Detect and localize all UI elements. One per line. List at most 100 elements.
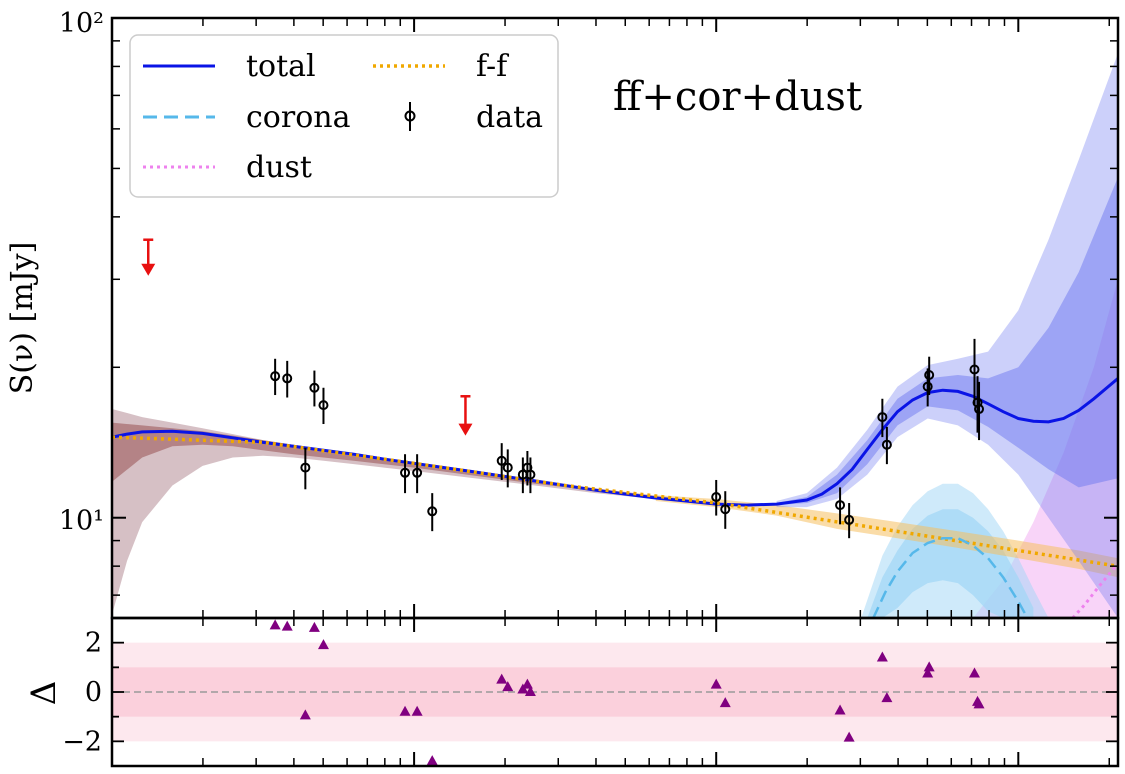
residual-marker	[922, 667, 934, 678]
low-frequency-band-outer	[112, 409, 717, 615]
data-point-marker	[400, 467, 411, 478]
legend-label-ff: f-f	[476, 49, 509, 84]
data-point	[496, 443, 507, 480]
main-y-tick-label: 10²	[59, 8, 104, 39]
main-curves-layer	[112, 377, 1118, 618]
data-point-marker	[502, 462, 513, 473]
residual-marker	[299, 709, 311, 720]
data-point	[881, 426, 892, 465]
data-point	[711, 479, 722, 516]
axes-layer: 10² 10¹ 2 0 −2	[59, 8, 1120, 768]
residual-marker	[521, 678, 533, 689]
dust-band	[973, 279, 1118, 618]
data-point-marker	[525, 469, 536, 480]
main-ylabel: S(ν) [mJy]	[5, 242, 40, 395]
data-point-marker	[969, 364, 980, 375]
residual-marker	[308, 621, 320, 632]
upper-limit-head	[458, 423, 473, 436]
residual-marker	[269, 619, 281, 630]
data-point	[877, 398, 888, 438]
data-point	[844, 503, 855, 539]
residual-marker	[426, 755, 438, 766]
residual-marker	[710, 678, 722, 689]
data-point	[525, 457, 536, 494]
data-point	[412, 454, 423, 494]
residual-ylabel: Δ	[24, 681, 64, 706]
data-point-marker	[844, 514, 855, 525]
main-data-layer	[141, 238, 985, 539]
residual-band-1sigma	[112, 667, 1118, 717]
residual-marker	[502, 681, 514, 692]
data-point	[922, 368, 933, 407]
data-point-marker	[282, 373, 293, 384]
residual-marker	[876, 651, 888, 662]
data-point	[502, 449, 513, 488]
data-point	[720, 491, 731, 529]
upper-limit-arrow	[458, 395, 473, 436]
residual-y-tick-label: −2	[62, 726, 102, 757]
data-point	[300, 447, 311, 490]
ff-curve	[112, 435, 1118, 568]
model-annotation: ff+cor+dust	[613, 74, 862, 120]
legend-label-data: data	[476, 100, 543, 135]
residual-marker	[317, 639, 329, 650]
data-point	[400, 454, 411, 494]
legend: total corona dust f-f data	[129, 34, 559, 198]
residual-y-tick-label: 2	[85, 628, 102, 659]
data-point-marker	[318, 400, 329, 411]
legend-label-total: total	[246, 49, 316, 84]
residual-marker	[399, 705, 411, 716]
data-point-marker	[924, 370, 935, 381]
data-point	[309, 370, 320, 407]
data-point-marker	[881, 439, 892, 450]
residual-marker	[281, 620, 293, 631]
legend-swatch-data	[404, 102, 416, 131]
data-point-marker	[427, 506, 438, 517]
residual-marker	[524, 686, 536, 696]
data-point	[270, 358, 281, 396]
legend-label-corona: corona	[246, 100, 351, 135]
data-point-marker	[270, 371, 281, 382]
data-point-marker	[877, 412, 888, 423]
data-point-marker	[496, 455, 507, 466]
data-point-marker	[309, 382, 320, 393]
legend-label-dust: dust	[246, 150, 312, 185]
data-point-marker	[835, 500, 846, 511]
dust-curve	[1071, 562, 1118, 618]
data-point	[969, 338, 980, 406]
residual-marker	[923, 661, 935, 672]
total-band-outer	[776, 53, 1118, 618]
data-point-marker	[974, 404, 985, 415]
residual-bands-layer	[112, 642, 1118, 742]
data-point-marker	[300, 462, 311, 473]
residual-marker	[969, 667, 981, 678]
residual-marker	[843, 731, 855, 742]
legend-frame	[129, 34, 559, 198]
data-point-marker	[412, 467, 423, 478]
data-point-marker	[711, 492, 722, 503]
ff-band	[655, 495, 1118, 578]
data-point-marker	[720, 504, 731, 515]
residual-marker	[973, 698, 985, 709]
residual-marker	[834, 704, 846, 715]
data-point-marker	[922, 381, 933, 392]
corona-curve	[872, 536, 1029, 618]
data-point	[427, 493, 438, 532]
residual-marker	[881, 692, 893, 703]
residual-marker	[719, 697, 731, 708]
main-y-tick-label: 10¹	[59, 506, 104, 537]
data-point	[924, 356, 935, 396]
residual-marker	[496, 673, 508, 684]
data-point	[974, 381, 985, 441]
residual-marker	[411, 705, 423, 716]
data-point	[835, 487, 846, 525]
upper-limit-head	[141, 263, 156, 276]
residual-y-tick-label: 0	[85, 677, 102, 708]
residual-data-layer	[269, 619, 985, 766]
data-point	[318, 387, 329, 425]
data-point	[282, 360, 293, 398]
data-point-marker	[972, 397, 983, 408]
upper-limit-arrow	[141, 238, 156, 276]
